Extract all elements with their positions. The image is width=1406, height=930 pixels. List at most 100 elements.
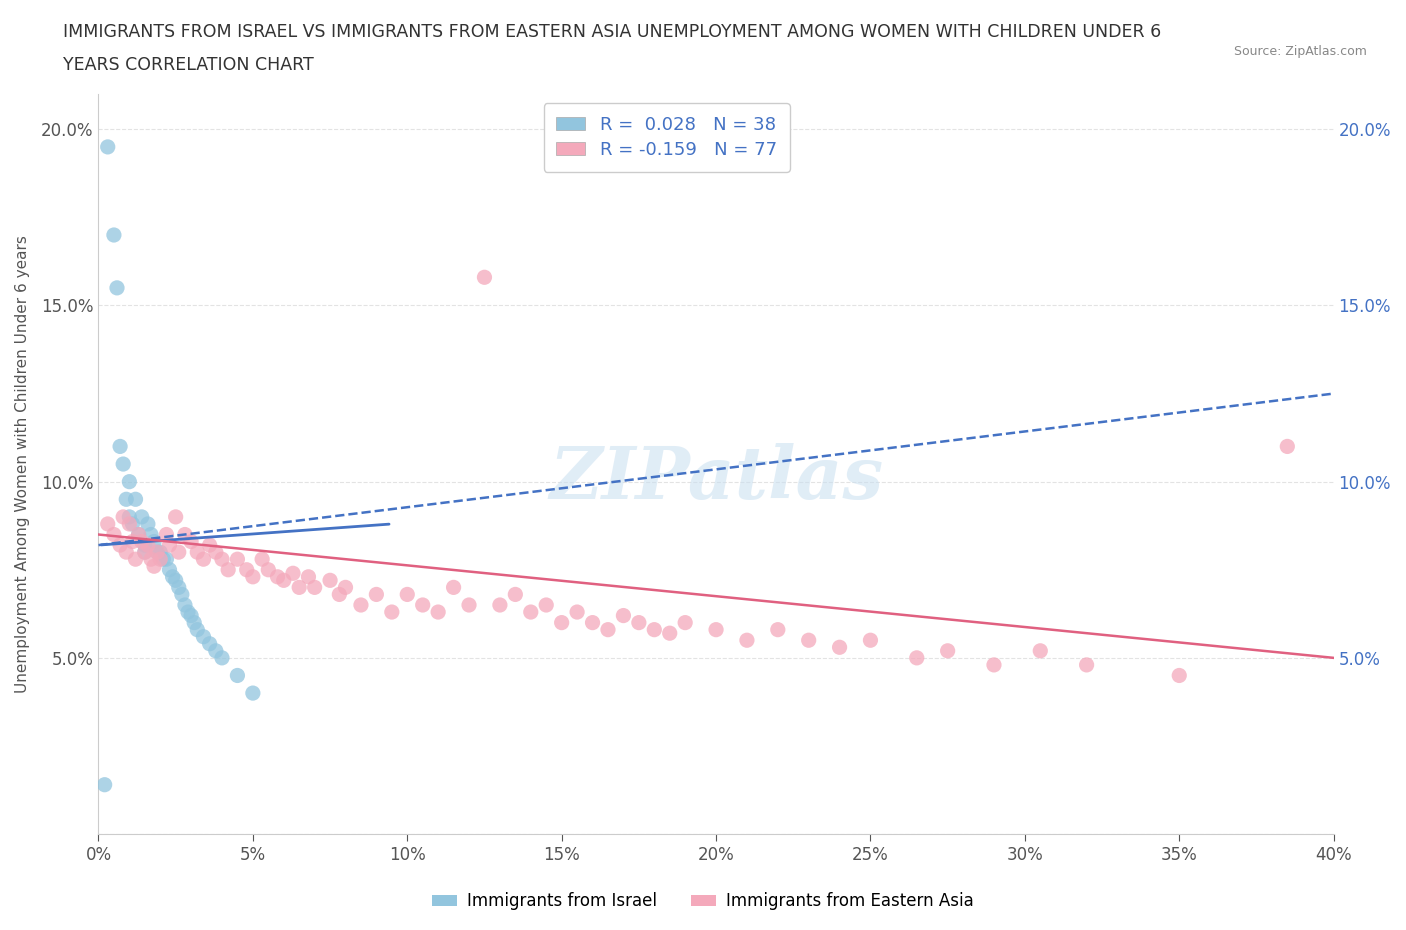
Point: [396, 587, 419, 602]
Point: [174, 598, 197, 613]
Point: [211, 650, 233, 665]
Point: [304, 580, 326, 595]
Point: [335, 580, 357, 595]
Point: [136, 538, 159, 552]
Point: [121, 516, 143, 531]
Point: [905, 650, 928, 665]
Point: [550, 615, 572, 630]
Point: [115, 545, 138, 560]
Point: [612, 608, 634, 623]
Text: ZIPatlas: ZIPatlas: [548, 444, 883, 514]
Point: [149, 545, 172, 560]
Text: YEARS CORRELATION CHART: YEARS CORRELATION CHART: [63, 56, 314, 73]
Point: [288, 580, 311, 595]
Point: [596, 622, 619, 637]
Point: [381, 604, 404, 619]
Point: [162, 569, 184, 584]
Legend: R =  0.028   N = 38, R = -0.159   N = 77: R = 0.028 N = 38, R = -0.159 N = 77: [544, 103, 790, 171]
Point: [183, 615, 205, 630]
Point: [1168, 668, 1191, 683]
Point: [217, 563, 239, 578]
Point: [319, 573, 342, 588]
Point: [97, 140, 120, 154]
Point: [105, 281, 128, 296]
Point: [565, 604, 588, 619]
Point: [828, 640, 851, 655]
Point: [458, 598, 481, 613]
Point: [124, 492, 146, 507]
Point: [627, 615, 650, 630]
Point: [152, 551, 174, 566]
Point: [146, 545, 169, 560]
Point: [643, 622, 665, 637]
Point: [118, 510, 141, 525]
Point: [193, 551, 215, 566]
Point: [155, 551, 177, 566]
Point: [859, 632, 882, 647]
Point: [658, 626, 681, 641]
Point: [121, 534, 143, 549]
Y-axis label: Unemployment Among Women with Children Under 6 years: Unemployment Among Women with Children U…: [15, 235, 30, 693]
Point: [167, 545, 190, 560]
Point: [174, 527, 197, 542]
Point: [143, 534, 166, 549]
Point: [143, 559, 166, 574]
Point: [155, 527, 177, 542]
Point: [115, 492, 138, 507]
Point: [136, 516, 159, 531]
Point: [983, 658, 1005, 672]
Point: [427, 604, 450, 619]
Point: [204, 644, 226, 658]
Point: [108, 538, 131, 552]
Point: [128, 527, 150, 542]
Point: [242, 569, 264, 584]
Point: [93, 777, 115, 792]
Point: [673, 615, 696, 630]
Point: [1029, 644, 1052, 658]
Point: [97, 516, 120, 531]
Point: [134, 538, 156, 552]
Point: [505, 587, 527, 602]
Point: [366, 587, 388, 602]
Point: [211, 551, 233, 566]
Point: [180, 608, 202, 623]
Point: [134, 545, 156, 560]
Point: [281, 565, 304, 580]
Point: [936, 644, 959, 658]
Point: [350, 598, 373, 613]
Point: [118, 516, 141, 531]
Point: [766, 622, 789, 637]
Point: [118, 474, 141, 489]
Point: [165, 510, 187, 525]
Point: [328, 587, 350, 602]
Point: [193, 630, 215, 644]
Point: [226, 668, 249, 683]
Point: [297, 569, 319, 584]
Point: [186, 545, 208, 560]
Point: [146, 545, 169, 560]
Legend: Immigrants from Israel, Immigrants from Eastern Asia: Immigrants from Israel, Immigrants from …: [426, 885, 980, 917]
Point: [735, 632, 758, 647]
Point: [704, 622, 727, 637]
Point: [131, 534, 153, 549]
Point: [198, 636, 221, 651]
Point: [235, 563, 257, 578]
Point: [149, 551, 172, 566]
Point: [177, 604, 200, 619]
Point: [797, 632, 820, 647]
Point: [108, 439, 131, 454]
Point: [165, 573, 187, 588]
Point: [534, 598, 557, 613]
Point: [198, 538, 221, 552]
Point: [242, 685, 264, 700]
Point: [474, 270, 496, 285]
Point: [226, 551, 249, 566]
Point: [124, 551, 146, 566]
Text: IMMIGRANTS FROM ISRAEL VS IMMIGRANTS FROM EASTERN ASIA UNEMPLOYMENT AMONG WOMEN : IMMIGRANTS FROM ISRAEL VS IMMIGRANTS FRO…: [63, 23, 1161, 41]
Point: [250, 551, 273, 566]
Point: [103, 228, 125, 243]
Point: [128, 527, 150, 542]
Text: Source: ZipAtlas.com: Source: ZipAtlas.com: [1233, 45, 1367, 58]
Point: [1076, 658, 1098, 672]
Point: [1277, 439, 1299, 454]
